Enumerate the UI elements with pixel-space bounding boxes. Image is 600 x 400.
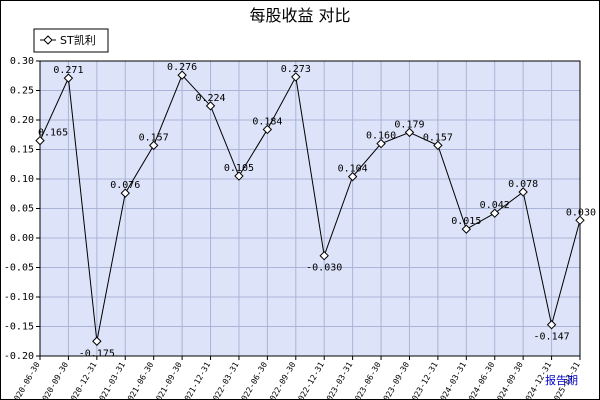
x-tick-label: 2023-12-31 <box>408 360 440 400</box>
x-tick-label: 2023-09-30 <box>379 360 411 400</box>
y-tick-label: -0.10 <box>4 292 34 303</box>
data-label: 0.078 <box>508 179 538 190</box>
y-tick-label: -0.15 <box>4 322 34 333</box>
legend-label: ST凯利 <box>60 34 96 47</box>
x-tick-label: 2022-06-30 <box>237 360 269 400</box>
data-point <box>177 70 187 80</box>
y-tick-label: 0.05 <box>10 204 34 215</box>
data-label: -0.030 <box>306 263 342 274</box>
x-tick-label: 2020-09-30 <box>38 360 70 400</box>
data-label: -0.175 <box>79 348 115 359</box>
data-point <box>518 187 528 197</box>
data-point <box>433 140 443 151</box>
x-tick-label: 2022-03-31 <box>209 360 241 400</box>
x-tick-label: 2021-06-30 <box>124 360 156 400</box>
y-tick-label: -0.05 <box>4 263 34 274</box>
x-tick-label: 2023-03-31 <box>322 360 354 400</box>
data-label: 0.042 <box>480 200 510 211</box>
x-axis: 2020-06-302020-09-302020-12-312021-03-31… <box>10 356 582 400</box>
data-point <box>291 72 301 82</box>
series-line <box>39 74 581 342</box>
data-point <box>35 135 45 146</box>
data-point <box>63 73 74 83</box>
data-label: 0.104 <box>338 164 368 175</box>
series-st-kaili: 0.165 0.271 -0.175 0.076 0.157 0.276 0.224 0.10… <box>35 62 596 359</box>
y-tick-label: 0.10 <box>10 174 34 185</box>
data-point <box>490 208 500 218</box>
data-label: 0.179 <box>394 119 424 130</box>
y-tick-label: -0.20 <box>4 351 34 362</box>
data-label: 0.273 <box>281 64 311 75</box>
data-label: 0.224 <box>195 93 225 104</box>
y-tick-label: 0.15 <box>10 145 34 156</box>
y-tick-label: 0.30 <box>10 56 34 67</box>
legend-marker-icon <box>43 35 53 45</box>
x-tick-label: 2024-03-31 <box>436 360 468 400</box>
data-label: 0.276 <box>167 62 197 73</box>
data-point <box>376 138 386 149</box>
x-tick-label: 2024-09-30 <box>493 360 525 400</box>
data-label: 0.157 <box>139 132 169 143</box>
data-point <box>546 320 557 330</box>
data-label: 0.165 <box>38 128 68 139</box>
data-label: 0.271 <box>53 65 83 76</box>
data-point <box>262 124 273 135</box>
data-point <box>575 215 585 226</box>
x-tick-label: 2020-06-30 <box>10 360 42 400</box>
x-tick-label: 2021-09-30 <box>152 360 184 400</box>
x-tick-label: 2022-09-30 <box>266 360 298 400</box>
x-tick-label: 2021-03-31 <box>95 360 127 400</box>
x-tick-label: 2023-06-30 <box>351 360 383 400</box>
data-label: 0.030 <box>566 207 596 218</box>
data-label: 0.160 <box>366 131 396 142</box>
data-point <box>120 188 130 198</box>
data-label: 0.184 <box>252 116 282 127</box>
data-point <box>205 101 216 111</box>
data-label: -0.147 <box>534 332 570 343</box>
data-label: 0.015 <box>451 216 481 227</box>
y-tick-label: 0.25 <box>10 86 34 97</box>
data-point <box>461 224 472 234</box>
legend-box <box>33 28 109 53</box>
data-point <box>92 336 102 346</box>
data-point <box>148 140 159 151</box>
data-point <box>347 171 358 182</box>
data-label: 0.157 <box>423 132 453 143</box>
legend: ST凯利 <box>33 28 109 53</box>
period-label: 报告期 <box>545 373 578 387</box>
x-tick-label: 2024-06-30 <box>465 360 497 400</box>
x-tick-label: 2020-12-31 <box>67 360 99 400</box>
data-point <box>319 250 329 261</box>
y-axis: 0.30 0.25 0.20 0.15 0.10 0.05 0.00 -0.05 -0.10 -0… <box>4 56 40 362</box>
chart-title: 每股收益 对比 <box>249 6 350 25</box>
data-point <box>404 127 415 138</box>
y-tick-label: 0.00 <box>10 233 34 244</box>
data-label: 0.105 <box>224 163 254 174</box>
x-tick-label: 2021-12-31 <box>180 360 212 400</box>
y-tick-label: 0.20 <box>10 115 34 126</box>
data-label: 0.076 <box>110 180 140 191</box>
data-point <box>234 171 244 181</box>
x-tick-label: 2022-12-31 <box>294 360 326 400</box>
